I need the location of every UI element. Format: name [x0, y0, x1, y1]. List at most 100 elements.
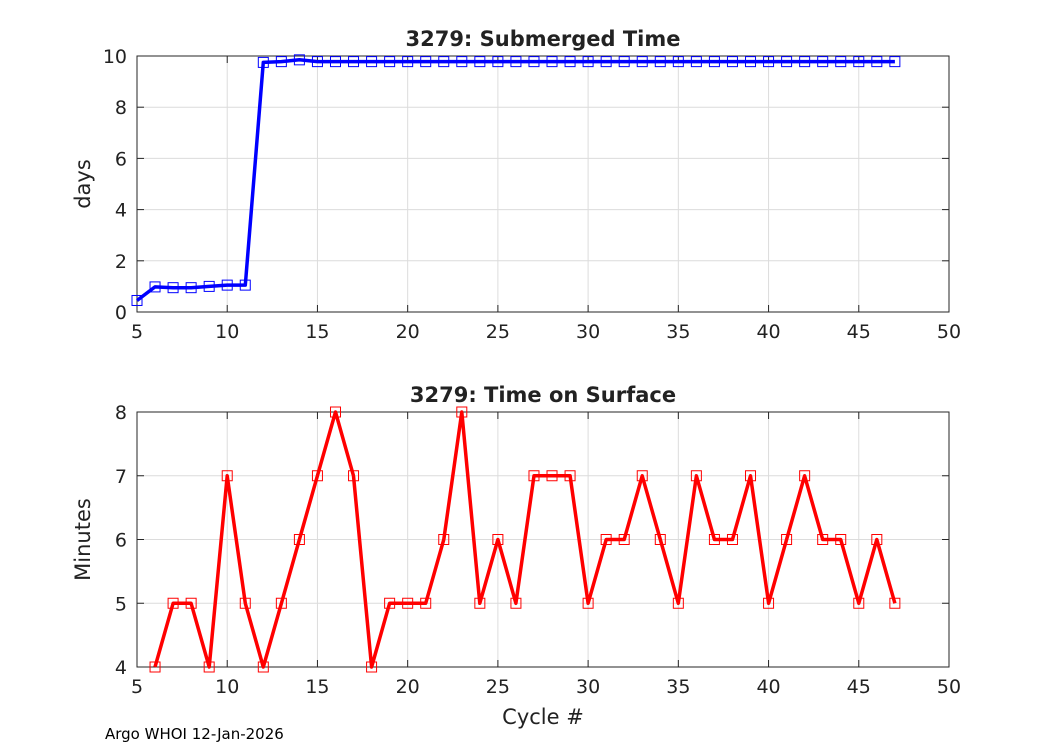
data-point-marker	[889, 597, 901, 609]
data-point-marker	[510, 597, 522, 609]
data-point-marker	[708, 534, 720, 545]
y-tick-label: 5	[115, 593, 127, 615]
data-point-marker	[149, 281, 161, 293]
data-point-marker	[384, 597, 396, 609]
series-line	[153, 410, 897, 669]
data-point-marker	[167, 597, 179, 609]
data-point-marker	[690, 56, 702, 68]
data-point-marker	[420, 56, 432, 68]
x-tick-label: 20	[396, 321, 420, 343]
data-point-marker	[636, 470, 648, 482]
x-tick-label: 45	[847, 321, 871, 343]
x-tick-label: 5	[131, 321, 143, 343]
y-tick-label: 0	[115, 302, 127, 324]
data-point-marker	[582, 56, 594, 68]
data-point-marker	[203, 280, 215, 292]
data-point-marker	[600, 56, 612, 68]
data-point-marker	[618, 534, 630, 545]
data-point-marker	[311, 56, 323, 68]
plot-area	[137, 56, 949, 312]
y-tick-label: 7	[115, 466, 127, 488]
x-tick-label: 15	[305, 321, 329, 343]
data-point-marker	[402, 56, 414, 68]
data-point-marker	[329, 406, 341, 418]
data-point-marker	[456, 406, 468, 418]
data-point-marker	[131, 294, 143, 306]
data-point-marker	[726, 534, 738, 545]
data-point-marker	[528, 470, 540, 482]
x-tick-label: 15	[305, 676, 329, 698]
data-point-marker	[293, 534, 305, 545]
chart-title: 3279: Time on Surface	[410, 383, 676, 407]
data-point-marker	[889, 56, 901, 68]
y-tick-label: 2	[115, 251, 127, 273]
x-tick-label: 25	[486, 676, 510, 698]
data-point-marker	[492, 56, 504, 68]
data-point-marker	[672, 597, 684, 609]
y-tick-label: 6	[115, 530, 127, 552]
data-point-marker	[618, 56, 630, 68]
data-point-marker	[564, 470, 576, 482]
data-point-marker	[221, 279, 233, 291]
data-point-marker	[871, 534, 883, 545]
data-point-marker	[781, 534, 793, 545]
x-tick-label: 30	[576, 676, 600, 698]
data-point-marker	[781, 56, 793, 68]
data-point-marker	[853, 56, 865, 68]
data-point-marker	[582, 597, 594, 609]
data-point-marker	[185, 282, 197, 294]
data-point-marker	[474, 56, 486, 68]
series-line	[135, 58, 895, 302]
data-point-marker	[708, 56, 720, 68]
y-tick-label: 10	[103, 46, 127, 68]
data-point-marker	[402, 597, 414, 609]
data-point-marker	[763, 56, 775, 68]
x-tick-label: 40	[756, 676, 780, 698]
data-point-marker	[799, 56, 811, 68]
data-point-marker	[474, 597, 486, 609]
data-point-marker	[654, 56, 666, 68]
x-tick-label: 10	[215, 676, 239, 698]
data-point-marker	[817, 534, 829, 545]
data-point-marker	[348, 56, 360, 68]
data-point-marker	[239, 279, 251, 291]
data-point-marker	[293, 54, 305, 66]
chart-title: 3279: Submerged Time	[405, 27, 680, 51]
x-tick-label: 5	[131, 676, 143, 698]
data-point-marker	[636, 56, 648, 68]
data-point-marker	[348, 470, 360, 482]
y-tick-label: 4	[115, 657, 127, 679]
data-point-marker	[672, 56, 684, 68]
footer-credit: Argo WHOI 12-Jan-2026	[105, 725, 284, 743]
data-point-marker	[275, 597, 287, 609]
data-point-marker	[726, 56, 738, 68]
data-point-marker	[221, 470, 233, 482]
x-tick-label: 40	[756, 321, 780, 343]
data-point-marker	[871, 56, 883, 68]
data-point-marker	[438, 534, 450, 545]
data-point-marker	[239, 597, 251, 609]
axes-box	[136, 55, 950, 313]
data-point-marker	[690, 470, 702, 482]
data-point-marker	[528, 56, 540, 68]
x-tick-label: 35	[666, 676, 690, 698]
submerged-time-chart: 5 10 15 20 25 30 35 40 45 50 0 2 4 6 8 10 3279: Submerge…	[71, 27, 961, 343]
x-tick-label: 30	[576, 321, 600, 343]
x-tick-label: 50	[937, 676, 961, 698]
x-tick-label: 50	[937, 321, 961, 343]
y-tick-label: 8	[115, 402, 127, 424]
y-tick-label: 8	[115, 97, 127, 119]
x-tick-label: 35	[666, 321, 690, 343]
data-point-marker	[492, 534, 504, 545]
data-point-marker	[546, 56, 558, 68]
y-axis-label: days	[71, 159, 95, 209]
data-point-marker	[853, 597, 865, 609]
x-tick-label: 45	[847, 676, 871, 698]
data-point-marker	[456, 56, 468, 68]
y-tick-label: 6	[115, 148, 127, 170]
data-point-marker	[745, 470, 757, 482]
data-point-marker	[564, 56, 576, 68]
x-tick-label: 25	[486, 321, 510, 343]
data-point-marker	[799, 470, 811, 482]
